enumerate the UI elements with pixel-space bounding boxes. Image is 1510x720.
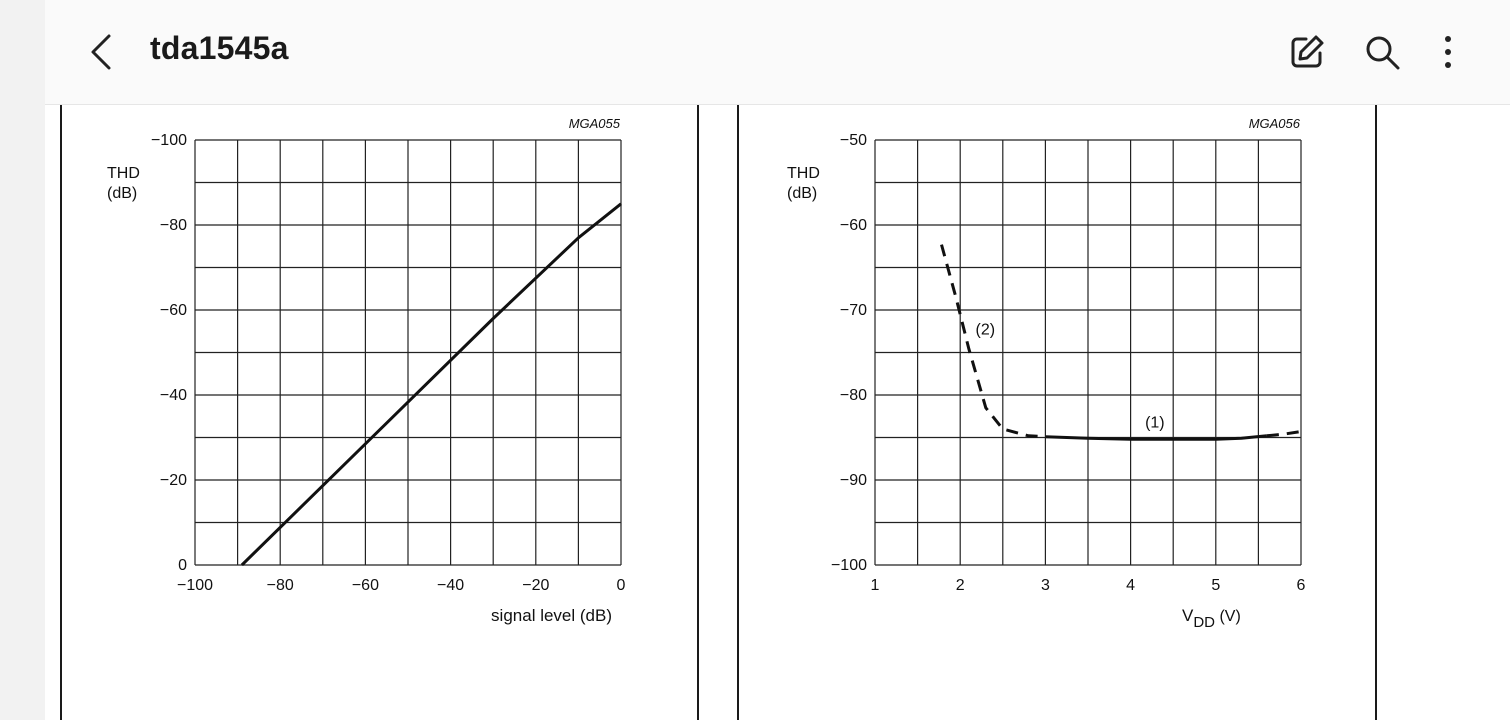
app-header: tda1545a (45, 0, 1510, 105)
y-tick-label: −80 (840, 387, 867, 404)
series-annotation: (1) (1145, 414, 1165, 431)
y-tick-label: −60 (840, 217, 867, 234)
edit-button[interactable] (1287, 32, 1327, 72)
y-tick-label: −100 (151, 132, 187, 149)
x-tick-label: −80 (267, 577, 294, 594)
page-border-mid-right (737, 105, 739, 720)
x-axis-label-sub: DD (1193, 614, 1215, 631)
y-axis-label: THD (787, 165, 820, 182)
chart-id-label: MGA056 (1249, 116, 1301, 131)
document-page[interactable]: MGA055 THD (dB) −100 −80 −60 −40 −20 0 −100 −8… (45, 105, 1510, 720)
x-axis-label-main: V (1182, 606, 1194, 625)
x-tick-label: 0 (617, 577, 626, 594)
y-tick-label: −80 (160, 217, 187, 234)
y-tick-label: −100 (831, 557, 867, 574)
x-tick-label: 5 (1211, 577, 1220, 594)
y-tick-label: 0 (178, 557, 187, 574)
search-button[interactable] (1362, 32, 1402, 72)
y-tick-label: −60 (160, 302, 187, 319)
series-line (940, 244, 1046, 439)
x-tick-label: 1 (871, 577, 880, 594)
y-axis-unit: (dB) (107, 185, 137, 202)
series-annotation: (2) (976, 322, 996, 339)
x-tick-label: −40 (437, 577, 464, 594)
x-axis-label-unit: (V) (1215, 608, 1241, 625)
x-tick-label: −60 (352, 577, 379, 594)
series-line (1045, 434, 1268, 441)
series-line (1266, 430, 1302, 438)
x-tick-label: −100 (177, 577, 213, 594)
document-title: tda1545a (150, 30, 289, 66)
page-border-left (60, 105, 62, 720)
edit-icon (1291, 35, 1324, 68)
more-options-button[interactable] (1428, 32, 1468, 72)
x-tick-label: 3 (1041, 577, 1050, 594)
y-tick-label: −70 (840, 302, 867, 319)
x-tick-label: 4 (1126, 577, 1135, 594)
chart-thd-vs-signal-level: MGA055 THD (dB) −100 −80 −60 −40 −20 0 −100 −8… (107, 116, 626, 625)
search-icon (1366, 36, 1400, 70)
back-chevron-icon (91, 34, 111, 70)
x-tick-label: −20 (522, 577, 549, 594)
y-axis-label: THD (107, 165, 140, 182)
chart-id-label: MGA055 (569, 116, 621, 131)
x-axis-label: VDD (V) (1182, 606, 1241, 631)
y-tick-label: −40 (160, 387, 187, 404)
chart-thd-vs-vdd: MGA056 THD (dB) −50 −60 −70 −80 −90 −100 1 2 3 4… (787, 116, 1306, 631)
back-button[interactable] (85, 26, 125, 78)
page-border-mid-left (697, 105, 699, 720)
y-tick-label: −50 (840, 132, 867, 149)
y-axis-unit: (dB) (787, 185, 817, 202)
x-axis-label: signal level (dB) (491, 606, 612, 625)
left-margin (0, 0, 45, 720)
x-tick-label: 2 (956, 577, 965, 594)
y-tick-label: −20 (160, 472, 187, 489)
x-tick-label: 6 (1297, 577, 1306, 594)
series-line (240, 202, 622, 567)
more-vert-icon (1445, 36, 1451, 68)
page-border-right (1375, 105, 1377, 720)
y-tick-label: −90 (840, 472, 867, 489)
